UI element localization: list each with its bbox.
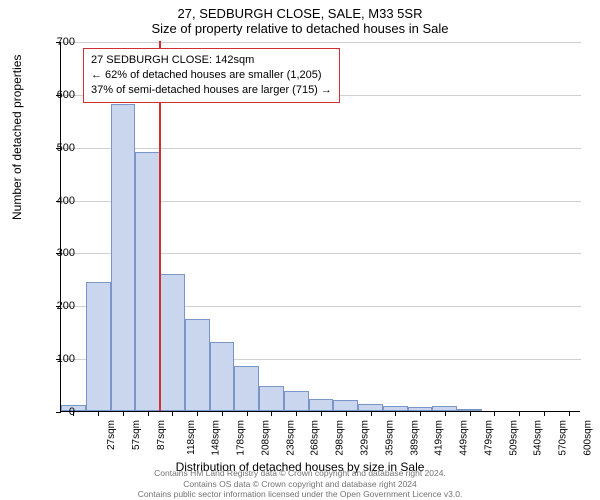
x-tick: [247, 411, 248, 416]
y-tick-label: 500: [57, 142, 75, 154]
x-tick-label: 118sqm: [186, 420, 197, 455]
x-tick: [123, 411, 124, 416]
x-tick: [172, 411, 173, 416]
x-tick: [470, 411, 471, 416]
histogram-bar: [86, 282, 111, 412]
title-line-2: Size of property relative to detached ho…: [0, 21, 600, 40]
y-tick-label: 100: [57, 353, 75, 365]
histogram-bar: [284, 391, 309, 411]
histogram-bar: [160, 274, 185, 411]
x-tick-label: 208sqm: [261, 420, 272, 456]
x-tick: [519, 411, 520, 416]
x-tick: [371, 411, 372, 416]
histogram-bar: [135, 152, 160, 411]
x-tick: [271, 411, 272, 416]
x-tick: [148, 411, 149, 416]
x-tick-label: 600sqm: [582, 420, 593, 456]
x-tick: [321, 411, 322, 416]
histogram-bar: [259, 386, 284, 411]
footer-line-2: Contains OS data © Crown copyright and d…: [0, 479, 600, 489]
y-tick-label: 0: [69, 406, 75, 418]
x-tick: [98, 411, 99, 416]
x-tick-label: 449sqm: [459, 420, 470, 456]
x-tick: [222, 411, 223, 416]
x-tick: [395, 411, 396, 416]
x-tick-label: 540sqm: [533, 420, 544, 456]
x-tick-label: 389sqm: [409, 420, 420, 456]
x-tick-label: 238sqm: [285, 420, 296, 456]
x-tick-label: 178sqm: [236, 420, 247, 456]
x-tick: [420, 411, 421, 416]
x-tick-label: 359sqm: [384, 420, 395, 456]
y-tick-label: 200: [57, 300, 75, 312]
title-line-1: 27, SEDBURGH CLOSE, SALE, M33 5SR: [0, 0, 600, 21]
y-tick-label: 700: [57, 36, 75, 48]
histogram-bar: [210, 342, 235, 411]
y-axis-label: Number of detached properties: [10, 55, 24, 220]
footer-attribution: Contains HM Land Registry data © Crown c…: [0, 468, 600, 499]
x-tick-label: 87sqm: [156, 420, 167, 450]
annotation-line: 37% of semi-detached houses are larger (…: [91, 83, 332, 98]
y-tick-label: 300: [57, 247, 75, 259]
footer-line-1: Contains HM Land Registry data © Crown c…: [0, 468, 600, 478]
x-tick-label: 148sqm: [211, 420, 222, 456]
x-tick: [569, 411, 570, 416]
plot-region: 27 SEDBURGH CLOSE: 142sqm← 62% of detach…: [60, 42, 580, 412]
y-tick: [56, 412, 61, 413]
annotation-line: 27 SEDBURGH CLOSE: 142sqm: [91, 53, 332, 68]
x-tick-label: 298sqm: [335, 420, 346, 456]
footer-line-3: Contains public sector information licen…: [0, 489, 600, 499]
x-tick-label: 27sqm: [106, 420, 117, 450]
histogram-bar: [111, 104, 136, 411]
histogram-bar: [234, 366, 259, 411]
x-tick-label: 57sqm: [131, 420, 142, 450]
histogram-bar: [333, 400, 358, 411]
x-tick: [494, 411, 495, 416]
x-tick: [296, 411, 297, 416]
x-tick: [544, 411, 545, 416]
x-tick: [445, 411, 446, 416]
x-tick-label: 329sqm: [360, 420, 371, 456]
gridline: [61, 148, 581, 149]
chart-area: 27 SEDBURGH CLOSE: 142sqm← 62% of detach…: [60, 42, 580, 412]
annotation-line: ← 62% of detached houses are smaller (1,…: [91, 68, 332, 83]
histogram-bar: [309, 399, 334, 411]
y-tick-label: 600: [57, 89, 75, 101]
histogram-bar: [358, 404, 383, 411]
x-tick-label: 509sqm: [508, 420, 519, 456]
x-tick-label: 570sqm: [558, 420, 569, 456]
x-tick: [197, 411, 198, 416]
gridline: [61, 42, 581, 43]
x-tick-label: 419sqm: [434, 420, 445, 456]
x-tick: [346, 411, 347, 416]
histogram-bar: [185, 319, 210, 412]
x-tick-label: 268sqm: [310, 420, 321, 456]
y-tick-label: 400: [57, 195, 75, 207]
x-tick-label: 479sqm: [483, 420, 494, 456]
annotation-box: 27 SEDBURGH CLOSE: 142sqm← 62% of detach…: [83, 48, 340, 103]
